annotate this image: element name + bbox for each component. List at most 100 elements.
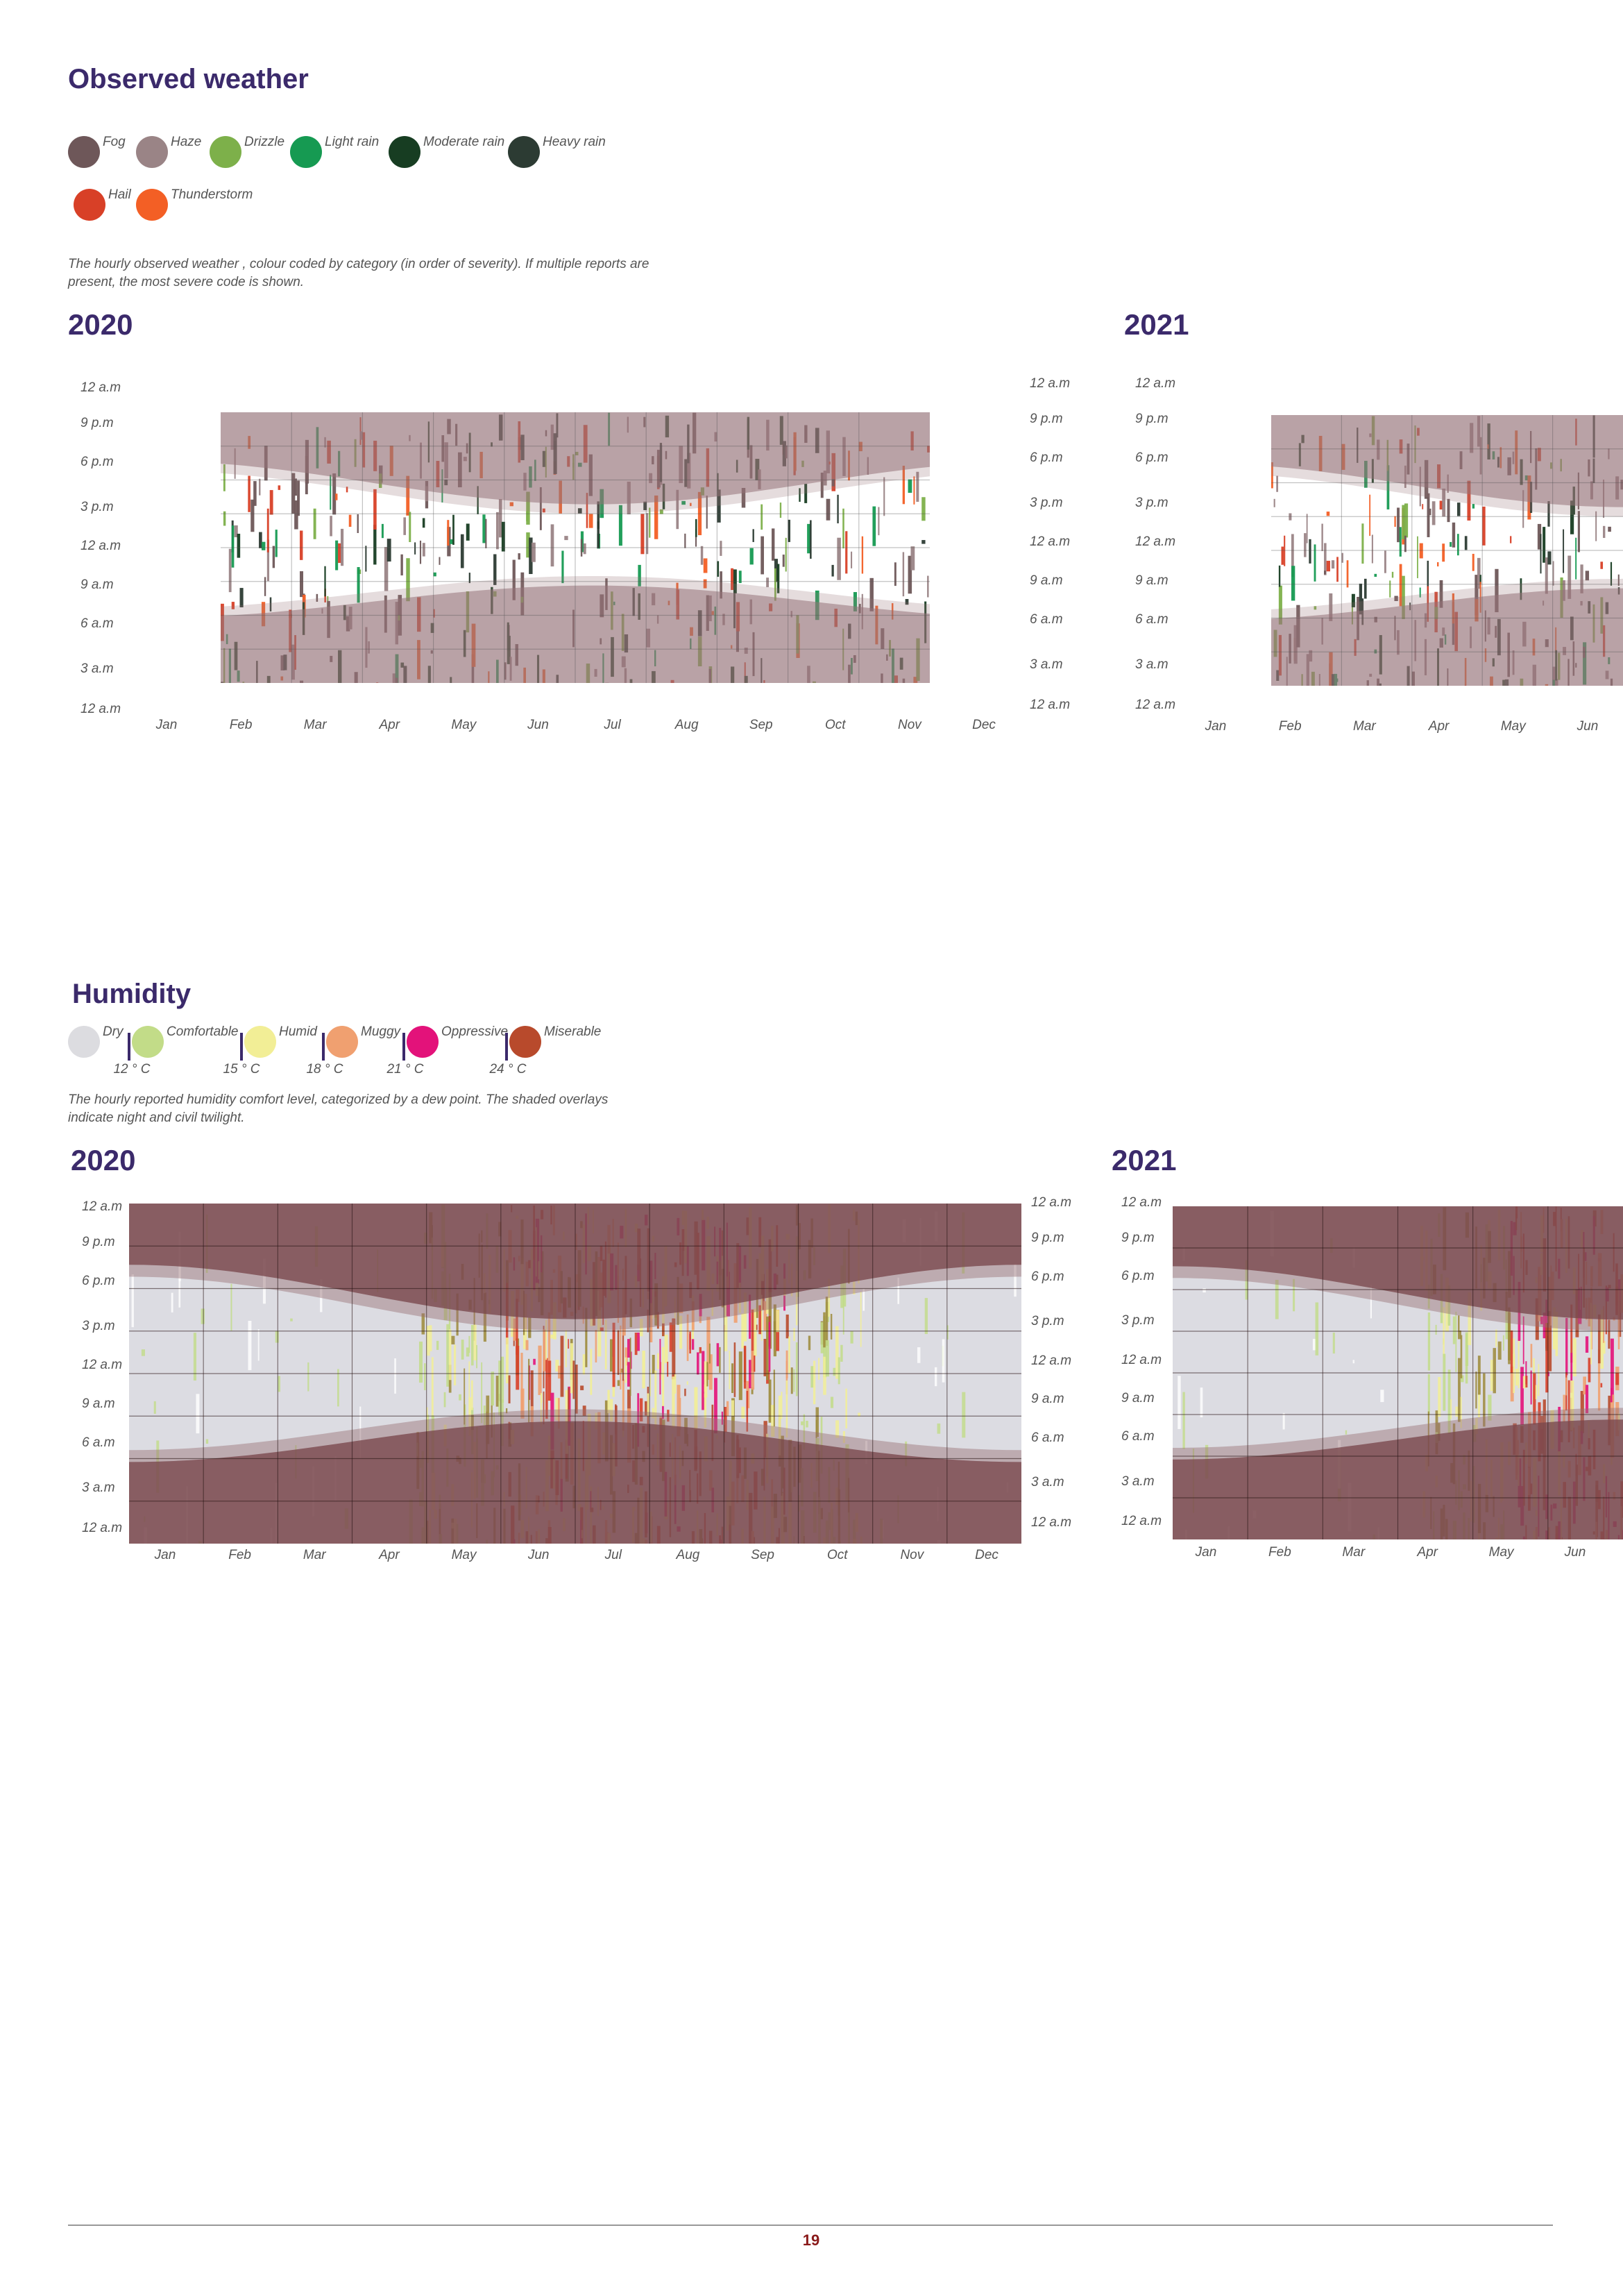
data-cell bbox=[1580, 564, 1583, 593]
data-cell bbox=[708, 1343, 711, 1364]
data-cell bbox=[760, 1294, 763, 1341]
humidity-2021-year: 2021 bbox=[1112, 1144, 1177, 1176]
y-tick-label: 3 a.m bbox=[1121, 1474, 1155, 1489]
legend-label: Fog bbox=[103, 135, 126, 149]
data-cell bbox=[518, 553, 520, 560]
data-cell bbox=[743, 1345, 747, 1389]
data-cell bbox=[905, 1441, 908, 1467]
data-cell bbox=[493, 554, 497, 585]
data-cell bbox=[1336, 557, 1339, 582]
data-cell bbox=[452, 514, 454, 545]
data-cell bbox=[1533, 1373, 1536, 1425]
data-cell bbox=[1450, 541, 1452, 547]
data-cell bbox=[426, 1326, 430, 1356]
data-cell bbox=[1245, 1260, 1248, 1300]
data-cell bbox=[330, 474, 332, 510]
data-cell bbox=[131, 1274, 134, 1328]
data-cell bbox=[639, 1398, 643, 1421]
data-cell bbox=[583, 543, 586, 555]
data-cell bbox=[473, 1324, 477, 1360]
y-tick-label: 9 p.m bbox=[80, 416, 114, 431]
heatmap-svg bbox=[221, 412, 930, 683]
x-tick-label: Nov bbox=[900, 1548, 924, 1562]
data-cell bbox=[1380, 1390, 1384, 1403]
data-cell bbox=[726, 1401, 729, 1417]
data-cell bbox=[776, 1310, 779, 1333]
data-cell bbox=[717, 561, 720, 577]
data-cell bbox=[1289, 513, 1292, 521]
data-cell bbox=[604, 1319, 607, 1370]
data-cell bbox=[316, 593, 318, 602]
data-cell bbox=[1306, 514, 1308, 543]
data-cell bbox=[731, 568, 734, 590]
x-tick-label: Jun bbox=[1564, 1545, 1586, 1560]
data-cell bbox=[1467, 480, 1471, 521]
data-cell bbox=[259, 532, 262, 548]
data-cell bbox=[838, 1357, 840, 1385]
data-cell bbox=[1547, 551, 1552, 565]
data-cell bbox=[228, 548, 232, 593]
legend-label: Moderate rain bbox=[423, 135, 505, 149]
data-cell bbox=[384, 547, 389, 591]
data-cell bbox=[264, 577, 266, 596]
data-cell bbox=[801, 1421, 804, 1426]
data-cell bbox=[1535, 1385, 1538, 1399]
data-cell bbox=[456, 1293, 459, 1336]
y-tick-label: 12 a.m bbox=[1031, 1195, 1072, 1210]
data-cell bbox=[373, 489, 377, 530]
data-cell bbox=[760, 536, 764, 575]
data-cell bbox=[1384, 550, 1386, 573]
data-cell bbox=[561, 550, 564, 584]
data-cell bbox=[1540, 1316, 1543, 1324]
data-cell bbox=[550, 524, 554, 567]
data-cell bbox=[595, 1330, 597, 1362]
data-cell bbox=[679, 1315, 683, 1349]
data-cell bbox=[942, 1339, 945, 1383]
data-cell bbox=[1397, 507, 1400, 543]
data-cell bbox=[820, 1322, 824, 1353]
data-cell bbox=[1530, 1344, 1533, 1368]
data-cell bbox=[766, 1316, 769, 1381]
data-cell bbox=[468, 573, 470, 584]
legend-item-fog: Fog bbox=[68, 135, 126, 168]
data-cell bbox=[738, 1351, 742, 1401]
data-cell bbox=[1603, 1340, 1606, 1354]
data-cell bbox=[533, 1358, 536, 1365]
y-tick-label: 12 a.m bbox=[80, 380, 121, 395]
y-tick-label: 12 a.m bbox=[82, 1358, 123, 1373]
data-cell bbox=[1495, 1329, 1497, 1347]
x-tick-label: Sep bbox=[751, 1548, 774, 1562]
data-cell bbox=[1537, 523, 1542, 550]
data-cell bbox=[269, 597, 272, 611]
data-cell bbox=[1547, 1371, 1549, 1376]
data-cell bbox=[1324, 571, 1326, 575]
data-cell bbox=[447, 520, 450, 546]
data-cell bbox=[1472, 553, 1475, 571]
data-cell bbox=[1458, 1315, 1460, 1331]
weather-2020-plot bbox=[221, 412, 930, 683]
humidity-2020-plot bbox=[129, 1204, 1021, 1544]
data-cell bbox=[708, 1354, 713, 1390]
data-cell bbox=[908, 479, 912, 493]
y-tick-label: 6 p.m bbox=[80, 455, 114, 469]
night-overlay bbox=[221, 585, 930, 683]
legend-label: Oppressive bbox=[441, 1024, 509, 1039]
data-cell bbox=[1394, 516, 1396, 527]
data-cell bbox=[1495, 568, 1499, 613]
data-cell bbox=[656, 1312, 659, 1329]
y-tick-label: 9 p.m bbox=[1135, 412, 1169, 427]
data-cell bbox=[756, 1324, 758, 1331]
data-cell bbox=[760, 504, 763, 530]
data-cell bbox=[788, 1336, 790, 1374]
x-tick-label: Mar bbox=[1353, 719, 1376, 734]
y-tick-label: 3 a.m bbox=[1030, 657, 1063, 672]
data-cell bbox=[706, 1317, 711, 1381]
data-cell bbox=[706, 1362, 708, 1387]
data-cell bbox=[818, 1358, 820, 1380]
data-cell bbox=[1389, 580, 1391, 598]
data-cell bbox=[1178, 1376, 1181, 1429]
threshold-divider bbox=[505, 1033, 508, 1061]
data-cell bbox=[141, 1349, 145, 1356]
page-number: 19 bbox=[802, 2231, 820, 2249]
y-tick-label: 6 a.m bbox=[1030, 612, 1063, 627]
